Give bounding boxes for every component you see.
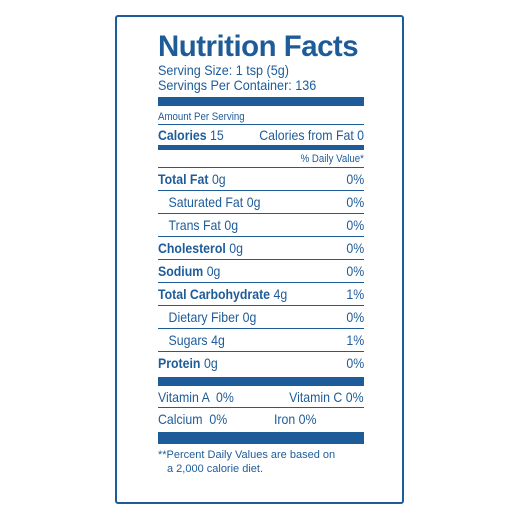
nutrition-label-border: [115, 15, 404, 504]
calories-from-fat: Calories from Fat 0: [259, 127, 364, 143]
nutrient-amount: 0g: [242, 309, 257, 325]
divider: [158, 407, 364, 408]
nutrient-amount: 0g: [211, 171, 226, 187]
nutrient-name: Saturated Fat: [168, 194, 244, 210]
nutrient-daily-value: 0%: [346, 309, 364, 325]
nutrient-row: Sugars 4g 1%: [158, 329, 364, 351]
nutrient-row: Protein 0g 0%: [158, 352, 364, 374]
iron: Iron 0%: [273, 410, 317, 427]
mineral-row: Calcium 0% Iron 0%: [158, 408, 364, 429]
calories-row: Calories 15 Calories from Fat 0: [158, 125, 364, 145]
nutrient-daily-value: 0%: [346, 355, 364, 371]
divider: [158, 190, 364, 191]
divider: [158, 124, 364, 125]
nutrient-name: Trans Fat: [168, 217, 221, 233]
daily-value-header: % Daily Value*: [300, 152, 364, 165]
nutrient-list: Total Fat 0g 0% Saturated Fat 0g 0% Trans Fat 0…: [158, 168, 364, 374]
divider: [158, 167, 364, 168]
divider: [158, 259, 364, 260]
calories-value: 15: [210, 127, 224, 143]
divider: [158, 236, 364, 237]
nutrient-row: Dietary Fiber 0g 0%: [158, 306, 364, 328]
amount-per-serving-row: Amount Per Serving: [158, 109, 364, 124]
divider: [158, 213, 364, 214]
nutrition-label: Nutrition Facts Serving Size: 1 tsp (5g)…: [158, 32, 364, 476]
nutrient-daily-value: 0%: [346, 240, 364, 256]
nutrient-name: Dietary Fiber: [168, 309, 240, 325]
nutrient-amount: 0g: [224, 217, 239, 233]
nutrient-name: Total Fat: [158, 171, 209, 187]
nutrient-name: Protein: [158, 355, 201, 371]
footnote-line-1: **Percent Daily Values are based on: [158, 449, 336, 461]
calories-label: Calories: [158, 127, 207, 143]
nutrient-name: Total Carbohydrate: [158, 286, 271, 302]
divider: [158, 328, 364, 329]
nutrient-name: Sugars: [168, 332, 208, 348]
calcium: Calcium 0%: [158, 410, 228, 427]
nutrient-name: Sodium: [158, 263, 204, 279]
nutrient-amount: 0g: [203, 355, 218, 371]
nutrient-daily-value: 1%: [346, 286, 364, 302]
nutrient-daily-value: 0%: [346, 263, 364, 279]
divider: [158, 351, 364, 352]
vitamin-c: Vitamin C 0%: [289, 388, 364, 405]
serving-size: Serving Size: 1 tsp (5g): [158, 62, 289, 78]
thick-divider: [158, 97, 364, 106]
vitamin-a: Vitamin A 0%: [158, 388, 234, 405]
nutrient-name: Cholesterol: [158, 240, 226, 256]
divider: [158, 305, 364, 306]
medium-divider: [158, 145, 364, 150]
nutrient-row: Total Carbohydrate 4g 1%: [158, 283, 364, 305]
servings-per-container: Servings Per Container: 136: [158, 77, 317, 93]
footnote-line-2: a 2,000 calorie diet.: [167, 463, 264, 475]
nutrient-daily-value: 0%: [346, 217, 364, 233]
nutrient-row: Cholesterol 0g 0%: [158, 237, 364, 259]
nutrient-row: Sodium 0g 0%: [158, 260, 364, 282]
nutrient-daily-value: 1%: [346, 332, 364, 348]
nutrient-row: Trans Fat 0g 0%: [158, 214, 364, 236]
thick-divider: [158, 432, 364, 444]
label-title: Nutrition Facts: [158, 30, 359, 63]
nutrient-daily-value: 0%: [346, 171, 364, 187]
nutrient-amount: 4g: [273, 286, 288, 302]
nutrient-amount: 0g: [246, 194, 261, 210]
nutrient-row: Saturated Fat 0g 0%: [158, 191, 364, 213]
nutrient-amount: 0g: [206, 263, 221, 279]
daily-value-header-row: % Daily Value*: [158, 150, 364, 167]
nutrient-daily-value: 0%: [346, 194, 364, 210]
nutrient-amount: 4g: [211, 332, 225, 348]
amount-per-serving: Amount Per Serving: [158, 110, 245, 123]
divider: [158, 282, 364, 283]
thick-divider: [158, 377, 364, 386]
vitamin-row: Vitamin A 0% Vitamin C 0%: [158, 386, 364, 407]
nutrient-amount: 0g: [229, 240, 244, 256]
nutrient-row: Total Fat 0g 0%: [158, 168, 364, 190]
